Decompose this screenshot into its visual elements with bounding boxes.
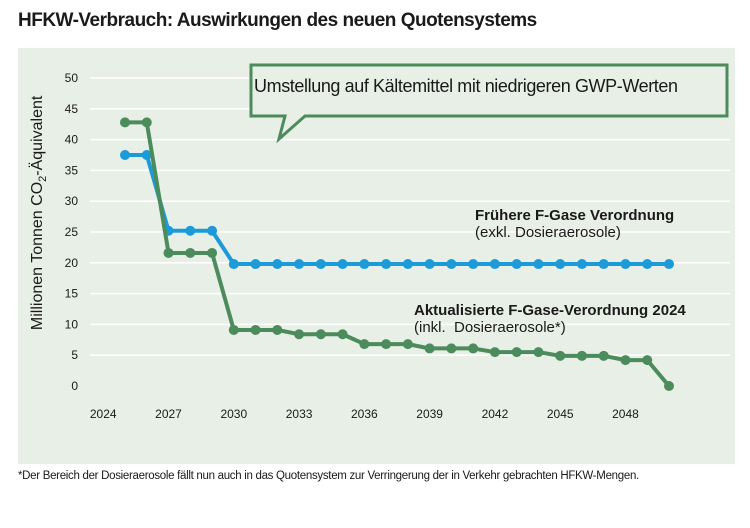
data-point-0	[576, 259, 587, 270]
x-tick-label: 2045	[547, 407, 574, 421]
data-point-1	[489, 347, 500, 358]
data-point-1	[642, 355, 653, 366]
y-tick-label: 40	[65, 133, 79, 147]
data-point-0	[120, 150, 130, 160]
data-point-0	[381, 259, 392, 270]
data-point-0	[359, 259, 370, 270]
x-tick-label: 2048	[612, 407, 639, 421]
data-point-1	[555, 350, 566, 361]
data-point-0	[402, 259, 413, 270]
x-tick-label: 2024	[90, 407, 117, 421]
data-point-0	[598, 259, 609, 270]
data-point-1	[533, 347, 544, 358]
y-tick-label: 0	[71, 379, 78, 393]
data-point-1	[381, 339, 392, 350]
legend-green: Aktualisierte F-Gase-Verordnung 2024 (in…	[414, 302, 686, 336]
callout-text: Umstellung auf Kältemittel mit niedriger…	[254, 76, 678, 96]
data-point-1	[315, 329, 326, 340]
data-point-0	[620, 259, 631, 270]
data-point-0	[424, 259, 435, 270]
data-point-0	[511, 259, 522, 270]
legend-green-name: Aktualisierte F-Gase-Verordnung 2024	[414, 302, 686, 319]
data-point-1	[468, 343, 479, 354]
data-point-1	[576, 350, 587, 361]
data-point-1	[250, 324, 261, 335]
data-point-0	[664, 259, 674, 270]
x-tick-label: 2036	[351, 407, 378, 421]
y-tick-label: 10	[65, 317, 79, 331]
data-point-1	[294, 329, 305, 340]
data-point-1	[424, 343, 435, 354]
y-axis-label-suffix: -Äquivalent	[28, 95, 46, 176]
data-point-1	[163, 247, 174, 258]
data-point-0	[207, 225, 218, 236]
data-point-1	[120, 117, 130, 128]
y-tick-label: 35	[65, 163, 79, 177]
data-point-0	[250, 259, 261, 270]
data-point-1	[511, 347, 522, 358]
data-point-1	[207, 247, 218, 258]
data-point-1	[664, 381, 674, 391]
data-point-0	[468, 259, 479, 270]
data-point-0	[315, 259, 326, 270]
data-point-1	[446, 343, 457, 354]
callout-box	[249, 63, 729, 144]
y-tick-label: 30	[65, 194, 79, 208]
data-point-1	[620, 355, 631, 366]
y-tick-label: 25	[65, 225, 79, 239]
data-point-0	[446, 259, 457, 270]
data-point-0	[294, 259, 305, 270]
data-point-0	[141, 150, 152, 160]
data-point-1	[185, 247, 196, 258]
y-axis-label: Millionen Tonnen CO2-Äquivalent	[28, 96, 50, 331]
data-point-0	[272, 259, 283, 270]
data-point-1	[337, 329, 348, 340]
x-tick-label: 2039	[416, 407, 443, 421]
data-point-0	[533, 259, 544, 270]
legend-blue: Frühere F-Gase Verordnung (exkl. Dosiera…	[475, 207, 674, 241]
y-axis-label-sub: 2	[37, 175, 50, 182]
footnote: *Der Bereich der Dosieraerosole fällt nu…	[18, 470, 639, 482]
y-tick-label: 50	[65, 71, 79, 85]
x-tick-label: 2027	[155, 407, 182, 421]
y-tick-label: 45	[65, 102, 79, 116]
data-point-0	[337, 259, 348, 270]
chart-title: HFKW-Verbrauch: Auswirkungen des neuen Q…	[18, 10, 537, 31]
data-point-1	[272, 324, 283, 335]
data-point-0	[185, 225, 196, 236]
y-tick-label: 20	[65, 256, 79, 270]
data-point-0	[228, 259, 239, 270]
legend-blue-subtitle: (exkl. Dosieraerosole)	[475, 224, 621, 241]
series-line-1	[125, 120, 671, 388]
data-point-1	[402, 339, 413, 350]
x-tick-label: 2042	[482, 407, 509, 421]
data-point-0	[642, 259, 653, 270]
x-tick-label: 2030	[220, 407, 247, 421]
legend-blue-name: Frühere F-Gase Verordnung	[475, 207, 675, 224]
data-point-1	[359, 339, 370, 350]
data-point-1	[598, 350, 609, 361]
y-tick-label: 5	[71, 348, 78, 362]
data-point-1	[141, 117, 152, 128]
legend-green-subtitle: (inkl. Dosieraerosole*)	[414, 319, 566, 336]
y-tick-label: 15	[65, 287, 79, 301]
data-point-1	[228, 324, 239, 335]
data-point-0	[555, 259, 566, 270]
data-point-0	[489, 259, 500, 270]
x-tick-label: 2033	[286, 407, 313, 421]
y-axis-label-text: Millionen Tonnen CO	[28, 181, 46, 331]
